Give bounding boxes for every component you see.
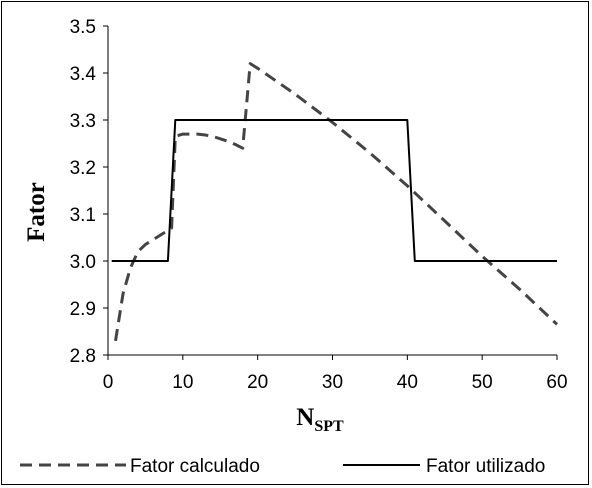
legend-label-fator-utilizado: Fator utilizado: [426, 456, 545, 477]
x-axis-title-subscript: SPT: [314, 418, 344, 435]
x-axis-title-main: N: [296, 404, 314, 431]
series-line-fator-calculado: [114, 62, 559, 342]
y-tick-label: 3.5: [70, 17, 96, 38]
x-tick-label: 40: [397, 372, 418, 393]
y-tick-label: 3.0: [70, 252, 96, 273]
y-tick-label: 3.1: [70, 205, 96, 226]
x-tick-label: 50: [472, 372, 493, 393]
x-tick-label: 20: [247, 372, 268, 393]
x-tick-label: 0: [103, 372, 114, 393]
x-axis-title: NSPT: [296, 404, 344, 435]
x-tick-label: 60: [546, 372, 567, 393]
legend-label-fator-calculado: Fator calculado: [130, 456, 260, 477]
y-tick-label: 3.3: [70, 111, 96, 132]
axes: [103, 25, 558, 360]
y-tick-label: 3.4: [70, 64, 97, 85]
series-lines: [111, 62, 559, 342]
x-tick-label: 10: [172, 372, 193, 393]
x-tick-label: 30: [322, 372, 343, 393]
y-tick-label: 2.8: [70, 346, 96, 367]
legend: Fator calculado Fator utilizado: [20, 456, 545, 477]
y-axis-title: Fator: [23, 182, 50, 242]
y-tick-labels: 2.8 2.9 3.0 3.1 3.2 3.3 3.4 3.5: [70, 17, 97, 367]
x-tick-labels: 0 10 20 30 40 50 60: [103, 372, 568, 393]
series-line-fator-utilizado: [111, 119, 557, 262]
y-tick-label: 2.9: [70, 299, 96, 320]
y-tick-label: 3.2: [70, 158, 96, 179]
